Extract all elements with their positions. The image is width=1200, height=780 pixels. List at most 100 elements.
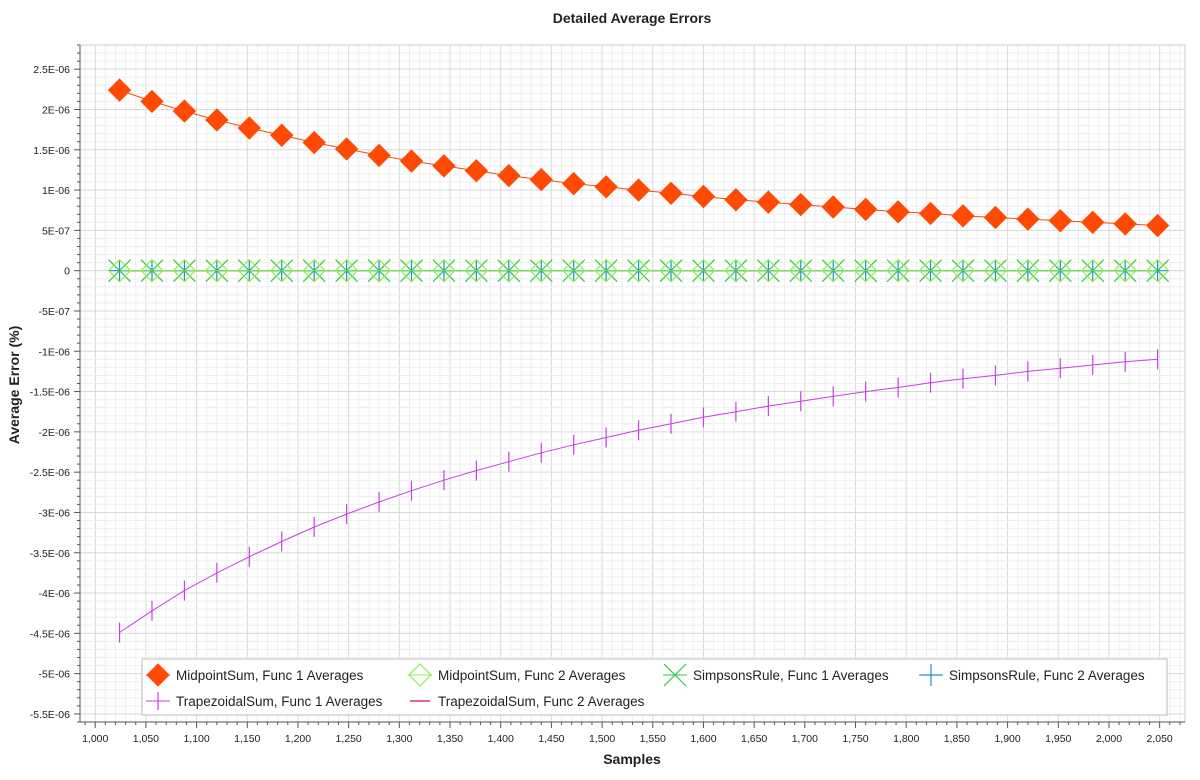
data-point-diamond xyxy=(399,149,424,173)
y-tick-label: -5E-07 xyxy=(38,306,70,318)
y-tick-label: -3.5E-06 xyxy=(30,548,70,560)
data-point-diamond xyxy=(951,204,975,228)
data-point-diamond-open xyxy=(951,258,975,283)
data-point-diamond-open xyxy=(367,258,391,283)
y-tick-label: -5.5E-06 xyxy=(30,709,70,721)
data-point-diamond-open xyxy=(140,258,164,283)
data-point-diamond-open xyxy=(1016,258,1040,283)
x-tick-label: 1,850 xyxy=(944,733,970,745)
data-point-diamond xyxy=(561,171,586,196)
legend-item[interactable]: SimpsonsRule, Func 1 Averages xyxy=(663,663,889,687)
y-tick-label: 0 xyxy=(64,266,70,278)
x-tick-label: 1,400 xyxy=(488,733,514,745)
data-point-diamond xyxy=(886,200,910,224)
data-point-diamond xyxy=(270,123,294,147)
data-point-diamond-open xyxy=(659,258,683,283)
data-point-diamond-open xyxy=(334,258,359,283)
x-tick-label: 1,700 xyxy=(792,733,818,745)
y-tick-label: 2E-06 xyxy=(42,104,70,116)
data-point-diamond xyxy=(529,167,553,192)
x-tick-label: 1,000 xyxy=(82,733,108,745)
data-point-diamond xyxy=(1113,212,1137,236)
series-midpointsum-func-2-averages xyxy=(107,258,1170,283)
data-point-diamond xyxy=(1016,207,1040,231)
data-point-diamond-open xyxy=(691,258,716,283)
data-point-diamond xyxy=(205,108,229,132)
y-tick-label: -1E-06 xyxy=(38,346,70,358)
data-point-diamond-open xyxy=(237,258,262,283)
y-tick-label: -4E-06 xyxy=(38,588,70,600)
data-point-diamond-open xyxy=(529,258,554,283)
series-trapezoidalsum-func-1-averages xyxy=(118,349,1159,643)
x-axis-title: Samples xyxy=(603,751,661,767)
legend-label: SimpsonsRule, Func 2 Averages xyxy=(949,668,1145,683)
data-point-diamond-open xyxy=(626,258,651,283)
x-tick-label: 1,450 xyxy=(538,733,564,745)
data-point-diamond-open xyxy=(724,258,748,283)
data-point-diamond xyxy=(626,178,651,202)
x-tick-label: 1,350 xyxy=(437,733,463,745)
y-tick-label: -5E-06 xyxy=(38,669,70,681)
data-point-diamond xyxy=(237,116,262,140)
series-simpsonsrule-func-1-averages xyxy=(108,259,1170,283)
x-tick-label: 1,200 xyxy=(285,733,311,745)
data-point-diamond xyxy=(1048,208,1073,233)
legend-label: MidpointSum, Func 2 Averages xyxy=(438,668,626,683)
data-point-diamond xyxy=(497,163,521,188)
series-midpointsum-func-1-averages xyxy=(107,78,1170,238)
data-point-diamond xyxy=(107,78,132,102)
data-point-diamond xyxy=(432,154,456,178)
data-point-diamond xyxy=(172,99,197,123)
data-point-diamond-open xyxy=(594,258,618,283)
data-point-diamond xyxy=(464,159,489,183)
x-tick-label: 1,150 xyxy=(234,733,260,745)
x-tick-label: 1,950 xyxy=(1045,733,1071,745)
y-axis-title: Average Error (%) xyxy=(6,326,22,445)
data-point-diamond-open xyxy=(408,663,432,687)
legend-label: MidpointSum, Func 1 Averages xyxy=(176,668,364,683)
series-group xyxy=(107,78,1170,643)
data-point-diamond-open xyxy=(853,258,878,283)
x-tick-label: 1,100 xyxy=(183,733,209,745)
data-point-diamond-open xyxy=(1080,258,1105,283)
legend-box xyxy=(141,658,1168,716)
data-point-diamond xyxy=(146,663,170,687)
y-tick-label: 1.5E-06 xyxy=(33,145,70,157)
legend-item[interactable]: TrapezoidalSum, Func 2 Averages xyxy=(410,694,645,709)
y-tick-label: 1E-06 xyxy=(42,185,70,197)
data-point-diamond xyxy=(659,181,683,206)
legend-item[interactable]: MidpointSum, Func 2 Averages xyxy=(408,663,626,687)
x-tick-label: 1,800 xyxy=(893,733,919,745)
data-point-diamond xyxy=(1145,213,1170,238)
legend-item[interactable]: MidpointSum, Func 1 Averages xyxy=(146,663,364,687)
legend-label: TrapezoidalSum, Func 2 Averages xyxy=(438,694,645,709)
legend-label: SimpsonsRule, Func 1 Averages xyxy=(693,668,889,683)
data-point-diamond-open xyxy=(302,258,327,283)
data-point-diamond-open xyxy=(464,258,489,283)
x-tick-label: 1,750 xyxy=(842,733,868,745)
data-point-diamond xyxy=(756,190,781,214)
data-point-diamond-open xyxy=(886,258,910,283)
data-point-diamond-open xyxy=(821,258,846,283)
data-point-diamond xyxy=(594,175,618,199)
data-point-diamond xyxy=(853,197,878,222)
y-tick-label: -4.5E-06 xyxy=(30,628,70,640)
data-point-diamond xyxy=(918,201,943,226)
data-point-diamond xyxy=(724,188,748,212)
data-point-x xyxy=(663,663,687,687)
grid-lines xyxy=(80,44,1185,723)
data-point-diamond-open xyxy=(561,258,586,283)
data-point-diamond-open xyxy=(918,258,943,283)
legend-item[interactable]: SimpsonsRule, Func 2 Averages xyxy=(919,664,1145,686)
legend-label: TrapezoidalSum, Func 1 Averages xyxy=(176,694,383,709)
chart-title: Detailed Average Errors xyxy=(553,10,712,26)
data-point-diamond xyxy=(1081,210,1105,235)
data-point-diamond xyxy=(983,205,1008,230)
data-point-diamond-open xyxy=(107,258,132,283)
x-tick-label: 1,500 xyxy=(589,733,615,745)
legend-item[interactable]: TrapezoidalSum, Func 1 Averages xyxy=(146,692,383,710)
x-tick-label: 1,050 xyxy=(133,733,159,745)
x-tick-label: 1,900 xyxy=(994,733,1020,745)
legend: MidpointSum, Func 1 Averages MidpointSum,… xyxy=(141,658,1168,716)
